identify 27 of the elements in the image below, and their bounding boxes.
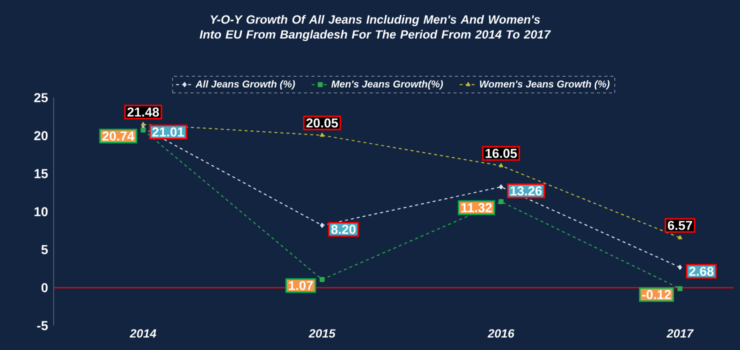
data-label: 1.07 xyxy=(288,280,313,290)
data-label: 13.26 xyxy=(510,186,542,196)
data-label: 21.01 xyxy=(152,127,184,137)
legend-label: Women's Jeans Growth (%) xyxy=(480,80,610,90)
data-label: 21.48 xyxy=(127,108,159,117)
legend-label: Men's Jeans Growth(%) xyxy=(331,80,443,90)
data-label: -0.12 xyxy=(642,290,671,300)
y-tick-label: 25 xyxy=(34,93,48,102)
data-label: 2.68 xyxy=(689,266,714,276)
y-tick-label: 5 xyxy=(41,245,48,254)
x-tick-label: 2016 xyxy=(488,329,514,338)
data-label: 11.32 xyxy=(461,203,492,212)
data-label: 16.05 xyxy=(486,148,517,158)
chart-title: Y-O-Y Growth Of All Jeans Including Men's And Women's Into EU From Bangladesh For The Period From 2014 To 2017 xyxy=(200,14,551,42)
y-tick-label: 10 xyxy=(34,207,48,216)
x-tick-label: 2014 xyxy=(130,329,156,338)
y-tick-label: 15 xyxy=(34,169,48,178)
legend-label: All Jeans Growth (%) xyxy=(195,80,295,90)
x-tick-label: 2017 xyxy=(666,329,694,338)
data-label: 6.57 xyxy=(668,220,692,230)
y-tick-label: -5 xyxy=(37,321,48,330)
y-tick-label: 0 xyxy=(41,283,48,292)
data-label: 20.74 xyxy=(102,131,134,141)
data-label: 8.20 xyxy=(331,224,356,234)
data-label: 20.05 xyxy=(306,118,338,128)
y-tick-label: 20 xyxy=(34,131,48,140)
x-tick-label: 2015 xyxy=(308,329,336,338)
